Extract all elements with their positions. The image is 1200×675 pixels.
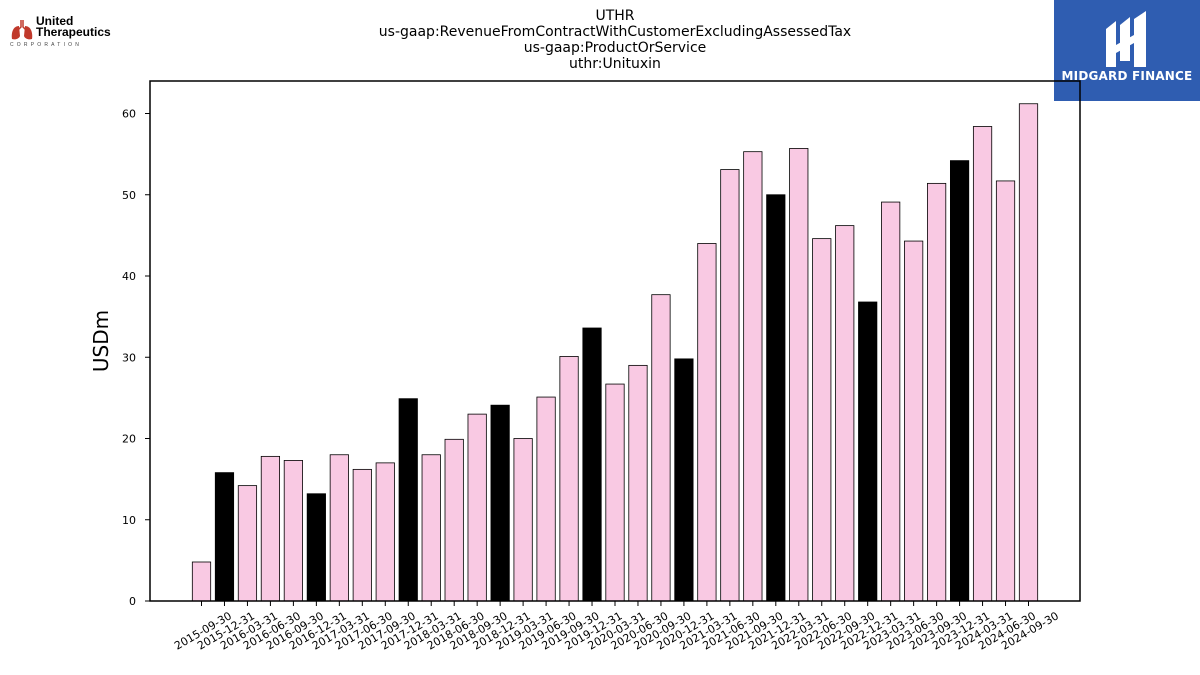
bar-2019-12-31: [582, 327, 602, 602]
bar-2020-03-31: [605, 383, 625, 602]
company-subtitle: CORPORATION: [10, 42, 83, 48]
bar-2021-03-31: [697, 243, 717, 602]
y-tick-label: 50: [122, 189, 136, 202]
bar-2017-06-30: [352, 468, 372, 602]
y-tick-label: 30: [122, 351, 136, 364]
bar-2018-12-31: [490, 404, 510, 602]
bar-2020-12-31: [674, 358, 694, 602]
y-tick-label: 20: [122, 433, 136, 446]
bar-2019-03-31: [513, 438, 533, 602]
title-line-1: UTHR: [595, 8, 634, 24]
bar-2020-06-30: [628, 364, 648, 602]
title-line-4: uthr:Unituxin: [569, 56, 661, 72]
bar-2022-09-30: [835, 225, 855, 602]
bar-2016-03-31: [237, 485, 258, 602]
y-axis-label: USDm: [89, 310, 113, 372]
title-line-3: us-gaap:ProductOrService: [524, 40, 707, 56]
bar-2022-12-31: [858, 301, 878, 602]
bar-2021-09-30: [743, 151, 763, 602]
bar-2017-09-30: [375, 462, 395, 602]
company-name-line1: United: [36, 14, 74, 28]
bar-2023-09-30: [927, 182, 947, 602]
bar-2022-03-31: [789, 148, 809, 602]
bar-2024-09-30: [1018, 103, 1039, 602]
y-tick-label: 10: [122, 514, 136, 527]
midgard-finance-badge: MIDGARD FINANCE: [1054, 0, 1200, 101]
y-axis: 0 10 20 30 40 50 60: [122, 108, 150, 608]
x-axis: 2015-09-302015-12-312016-03-312016-06-30…: [172, 601, 1061, 653]
bar-2020-09-30: [651, 294, 671, 602]
bar-2016-09-30: [283, 460, 303, 602]
bar-2023-03-31: [881, 201, 901, 602]
brand-name: MIDGARD FINANCE: [1061, 69, 1193, 83]
bar-2017-12-31: [398, 398, 418, 602]
bar-2018-06-30: [444, 438, 464, 602]
bar-2015-09-30: [191, 561, 212, 602]
bar-2021-06-30: [720, 169, 740, 602]
y-tick-label: 0: [129, 595, 136, 608]
company-name: United Therapeutics: [36, 14, 126, 39]
bar-2023-06-30: [904, 240, 924, 602]
bar-2016-06-30: [260, 455, 281, 602]
bar-2019-06-30: [536, 396, 556, 602]
chart-title: UTHR us-gaap:RevenueFromContractWithCust…: [379, 8, 851, 72]
bar-2015-12-31: [214, 472, 235, 602]
bar-2017-03-31: [329, 454, 349, 602]
bar-series: [191, 103, 1039, 602]
bar-2016-12-31: [306, 493, 326, 602]
y-tick-label: 60: [122, 108, 136, 121]
bar-2018-09-30: [467, 413, 487, 602]
bar-2021-12-31: [766, 194, 786, 602]
title-line-2: us-gaap:RevenueFromContractWithCustomerE…: [379, 24, 851, 40]
bar-2023-12-31: [949, 160, 970, 602]
bar-2024-03-31: [972, 126, 993, 602]
bar-2019-09-30: [559, 356, 579, 602]
lungs-icon: [11, 20, 33, 40]
y-tick-label: 40: [122, 270, 136, 283]
midgard-logo-icon: [1106, 11, 1146, 67]
plot-frame: [149, 80, 1081, 602]
bar-2024-06-30: [995, 180, 1016, 602]
company-name-line2: Therapeutics: [36, 25, 111, 39]
bar-2022-06-30: [812, 238, 832, 602]
bar-2018-03-31: [421, 454, 441, 602]
united-therapeutics-logo: United Therapeutics CORPORATION: [10, 15, 120, 50]
